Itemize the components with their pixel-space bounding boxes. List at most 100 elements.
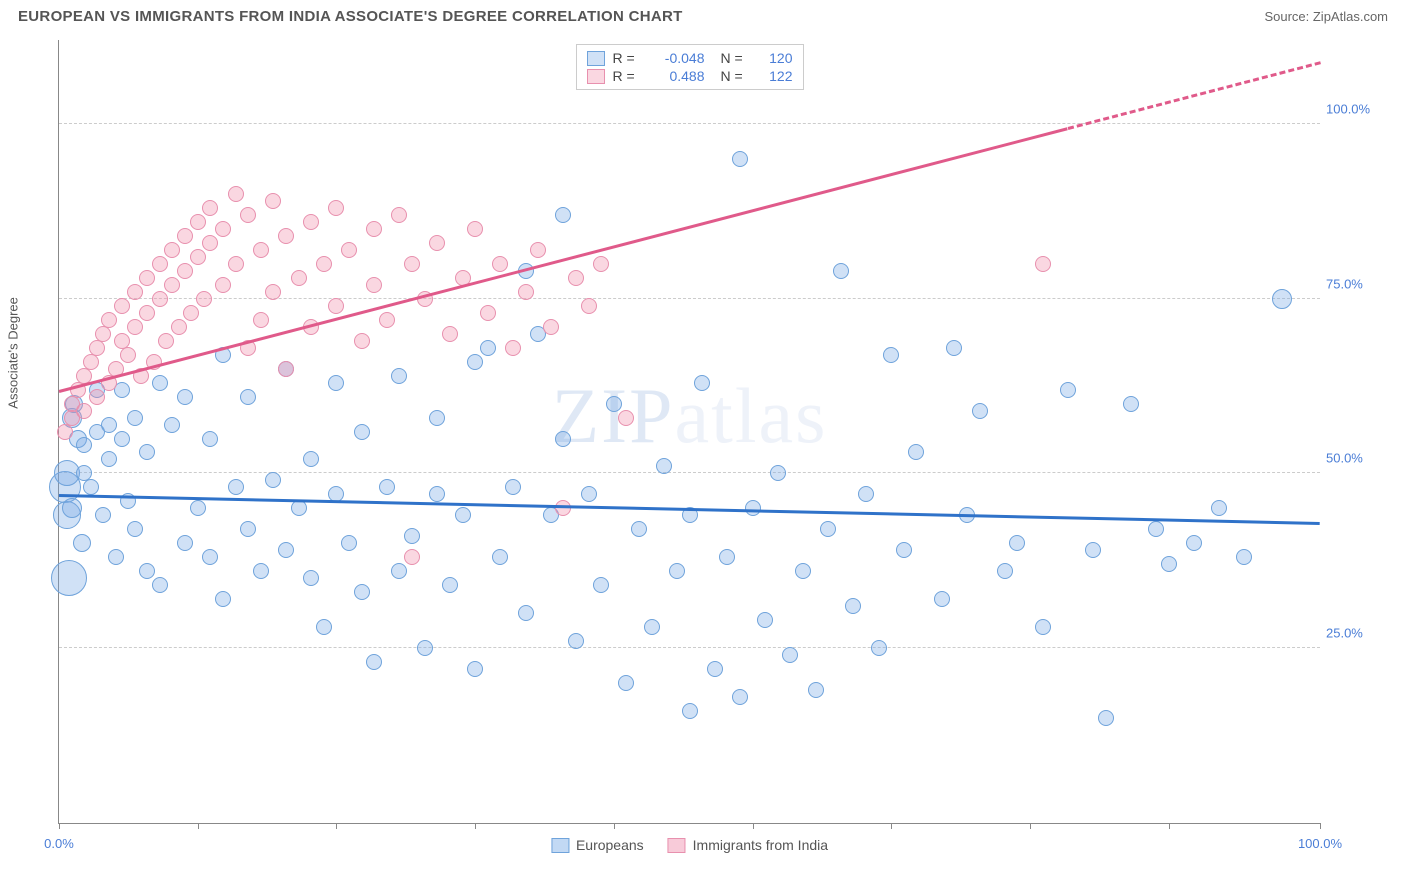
data-point [215,221,231,237]
data-point [354,424,370,440]
data-point [379,312,395,328]
data-point [152,291,168,307]
y-tick-label: 75.0% [1326,276,1382,291]
data-point [366,277,382,293]
stat-r-value: 0.488 [649,68,705,84]
data-point [492,256,508,272]
gridline [59,647,1320,648]
data-point [57,424,73,440]
data-point [391,368,407,384]
data-point [1236,549,1252,565]
data-point [581,486,597,502]
legend-swatch [587,69,605,84]
data-point [467,221,483,237]
data-point [190,249,206,265]
data-point [631,521,647,537]
data-point [139,444,155,460]
data-point [606,396,622,412]
data-point [190,214,206,230]
data-point [505,340,521,356]
data-point [883,347,899,363]
stats-legend-row: R =0.488N =122 [587,67,793,85]
data-point [202,549,218,565]
data-point [366,654,382,670]
data-point [934,591,950,607]
x-tick [1320,823,1321,829]
data-point [1035,619,1051,635]
data-point [278,542,294,558]
data-point [417,640,433,656]
gridline [59,472,1320,473]
data-point [89,389,105,405]
stat-n-value: 122 [757,68,793,84]
data-point [265,472,281,488]
data-point [1035,256,1051,272]
data-point [265,284,281,300]
data-point [303,214,319,230]
data-point [76,403,92,419]
x-tick [753,823,754,829]
data-point [328,200,344,216]
data-point [316,619,332,635]
data-point [845,598,861,614]
source-label: Source: ZipAtlas.com [1264,9,1388,24]
data-point [694,375,710,391]
stat-r-value: -0.048 [649,50,705,66]
data-point [202,431,218,447]
data-point [202,235,218,251]
stat-n-value: 120 [757,50,793,66]
data-point [808,682,824,698]
data-point [1148,521,1164,537]
data-point [555,500,571,516]
data-point [618,675,634,691]
data-point [114,431,130,447]
y-tick-label: 50.0% [1326,451,1382,466]
data-point [429,486,445,502]
data-point [896,542,912,558]
data-point [442,326,458,342]
data-point [164,277,180,293]
y-axis-label: Associate's Degree [6,297,21,409]
data-point [467,354,483,370]
series-legend: EuropeansImmigrants from India [551,837,828,853]
data-point [139,563,155,579]
x-tick [891,823,892,829]
data-point [127,319,143,335]
data-point [1211,500,1227,516]
data-point [530,242,546,258]
data-point [127,284,143,300]
data-point [656,458,672,474]
data-point [278,228,294,244]
data-point [101,451,117,467]
data-point [492,549,508,565]
data-point [568,270,584,286]
x-tick [614,823,615,829]
data-point [183,305,199,321]
legend-label: Europeans [576,837,644,853]
data-point [555,431,571,447]
data-point [139,305,155,321]
legend-swatch [587,51,605,66]
gridline [59,298,1320,299]
data-point [682,703,698,719]
data-point [1272,289,1292,309]
data-point [1123,396,1139,412]
chart-container: Associate's Degree ZIPatlas R =-0.048N =… [18,40,1388,874]
data-point [152,577,168,593]
data-point [127,521,143,537]
data-point [291,500,307,516]
data-point [770,465,786,481]
data-point [228,479,244,495]
data-point [108,549,124,565]
data-point [158,333,174,349]
data-point [240,207,256,223]
data-point [467,661,483,677]
data-point [379,479,395,495]
data-point [341,535,357,551]
data-point [73,534,91,552]
data-point [95,326,111,342]
stat-label: N = [721,50,749,66]
data-point [505,479,521,495]
data-point [581,298,597,314]
data-point [480,340,496,356]
